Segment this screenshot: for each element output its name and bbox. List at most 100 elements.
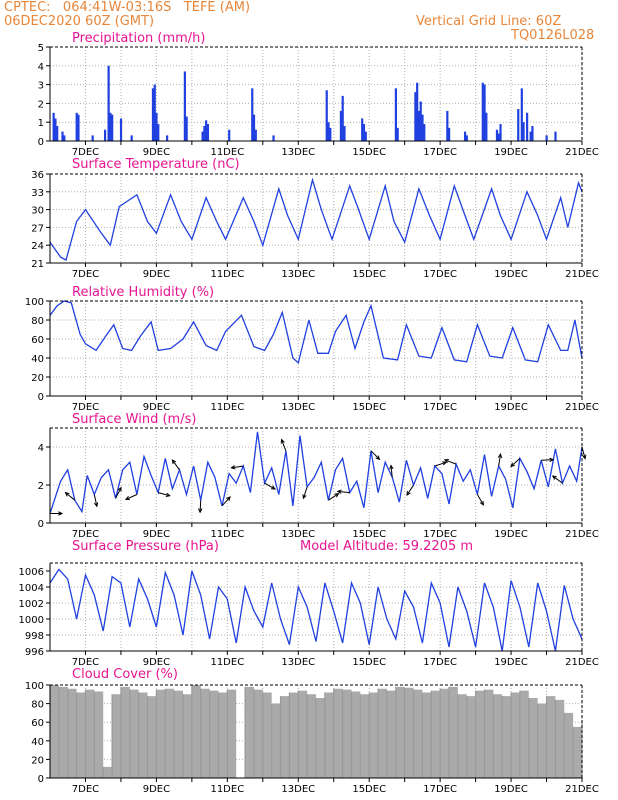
cloud-bar — [226, 689, 228, 778]
cloud-bar — [120, 686, 122, 778]
precip-ytick-label: 3 — [38, 81, 44, 92]
rh-ytick-label: 20 — [31, 373, 44, 384]
cloud-bar — [209, 690, 211, 778]
rh-xtick-label: 7DEC — [72, 402, 99, 413]
temp-xtick-label: 15DEC — [352, 269, 386, 280]
wind-arrow-head — [117, 486, 122, 492]
precip-bar — [554, 131, 557, 141]
press-xtick-label: 15DEC — [352, 657, 386, 668]
wind-arrow-shaft — [93, 494, 98, 507]
precip-title: Precipitation (mm/h) — [72, 31, 205, 46]
rh-ytick-label: 100 — [25, 297, 44, 308]
precip-bar — [228, 129, 231, 141]
precip-bar — [394, 88, 397, 141]
rh-series-line — [49, 300, 583, 365]
precip-bar — [416, 82, 419, 141]
cloud-bar — [448, 686, 450, 778]
wind-arrow-shaft — [264, 482, 276, 490]
precip-bar — [107, 65, 110, 141]
wind-arrow-shaft — [171, 459, 180, 471]
cloud-bar — [412, 689, 415, 778]
temp-ytick-label: 30 — [31, 206, 44, 217]
cloud-bar — [421, 692, 423, 778]
wind-arrow-shaft — [328, 493, 339, 501]
temp-ytick-label: 24 — [31, 241, 44, 252]
precip-bar — [499, 124, 502, 141]
cloud-bar — [510, 692, 512, 778]
header-date: 06DEC2020 60Z (GMT) — [4, 14, 155, 29]
press-ytick-label: 996 — [25, 647, 44, 658]
header-grid-note: Vertical Grid Line: 60Z — [416, 14, 562, 29]
rh-panel: Relative Humidity (%) 0 20 40 60 80 100 7DEC 9DE… — [25, 285, 599, 413]
wind-ytick-label: 0 — [38, 519, 44, 530]
cloud-bar — [164, 688, 166, 778]
temp-title: Surface Temperature (nC) — [72, 157, 240, 172]
cloud-bar — [271, 703, 273, 778]
precip-bar — [419, 101, 422, 141]
cloud-bar — [102, 766, 104, 778]
precip-ytick-label: 2 — [38, 99, 44, 110]
cloud-bar — [545, 696, 548, 778]
rh-xtick-label: 13DEC — [281, 402, 315, 413]
precip-bar — [155, 112, 158, 141]
precip-bar — [361, 118, 364, 141]
cloud-bar — [359, 694, 361, 778]
precip-bar — [52, 112, 55, 141]
wind-arrow-shaft — [444, 459, 457, 465]
header-station: CPTEC: 064:41W-03:16S TEFE (AM) — [4, 0, 251, 15]
precip-xtick-label: 19DEC — [494, 147, 528, 158]
precip-bar — [77, 114, 80, 141]
cloud-bar — [475, 690, 477, 778]
cloud-ytick-label: 20 — [31, 755, 44, 766]
rh-title: Relative Humidity (%) — [72, 285, 214, 300]
precip-bar — [56, 125, 59, 141]
precip-bar — [485, 112, 488, 141]
wind-arrow-head — [58, 511, 64, 516]
precip-bar — [251, 88, 254, 141]
temp-xtick-label: 7DEC — [72, 269, 99, 280]
temp-series-line — [49, 177, 583, 261]
cloud-bar — [146, 696, 149, 778]
temp-xtick-label: 21DEC — [565, 269, 599, 280]
wind-arrow-shaft — [65, 492, 76, 501]
rh-xtick-label: 11DEC — [210, 402, 244, 413]
cloud-bar — [537, 703, 539, 778]
precip-bar — [272, 135, 275, 141]
precip-xtick-label: 7DEC — [72, 147, 99, 158]
cloud-ytick-label: 100 — [25, 681, 44, 692]
wind-ytick-label: 2 — [38, 481, 44, 492]
precip-bar — [522, 122, 525, 141]
wind-arrow-head — [479, 500, 484, 506]
press-xtick-label: 21DEC — [565, 657, 599, 668]
cloud-bar — [554, 699, 556, 778]
precip-bar — [166, 135, 169, 141]
precip-bar — [103, 129, 107, 141]
wind-arrow-head — [165, 492, 171, 497]
wind-arrow-head — [582, 454, 587, 460]
precip-ytick-label: 5 — [38, 43, 44, 54]
temp-ytick-label: 27 — [31, 223, 44, 234]
wind-arrow-head — [124, 496, 130, 501]
cloud-xtick-label: 9DEC — [143, 784, 170, 795]
precip-xtick-label: 15DEC — [352, 147, 386, 158]
wind-arrow-head — [280, 438, 285, 444]
precip-bar — [63, 135, 66, 141]
press-panel: Surface Pressure (hPa) Model Altitude: 59… — [19, 539, 599, 668]
precip-bar — [417, 110, 421, 141]
precip-bar — [339, 110, 343, 141]
rh-xtick-label: 19DEC — [494, 402, 528, 413]
cloud-panel: Cloud Cover (%) 0 20 40 60 80 100 7DEC 9DEC 11DEC… — [25, 667, 599, 795]
temp-xtick-label: 17DEC — [423, 269, 457, 280]
cloud-bar — [572, 726, 574, 778]
wind-arrow-head — [334, 493, 340, 498]
wind-arrow-shaft — [541, 459, 554, 461]
rh-xtick-label: 17DEC — [423, 402, 457, 413]
cloud-xtick-label: 17DEC — [423, 784, 457, 795]
wind-arrow-shaft — [115, 487, 122, 499]
precip-bar — [517, 109, 520, 141]
cloud-bar — [528, 698, 530, 778]
cloud-bar — [501, 696, 503, 778]
cloud-bar — [333, 688, 335, 778]
cloud-bar — [395, 686, 397, 778]
